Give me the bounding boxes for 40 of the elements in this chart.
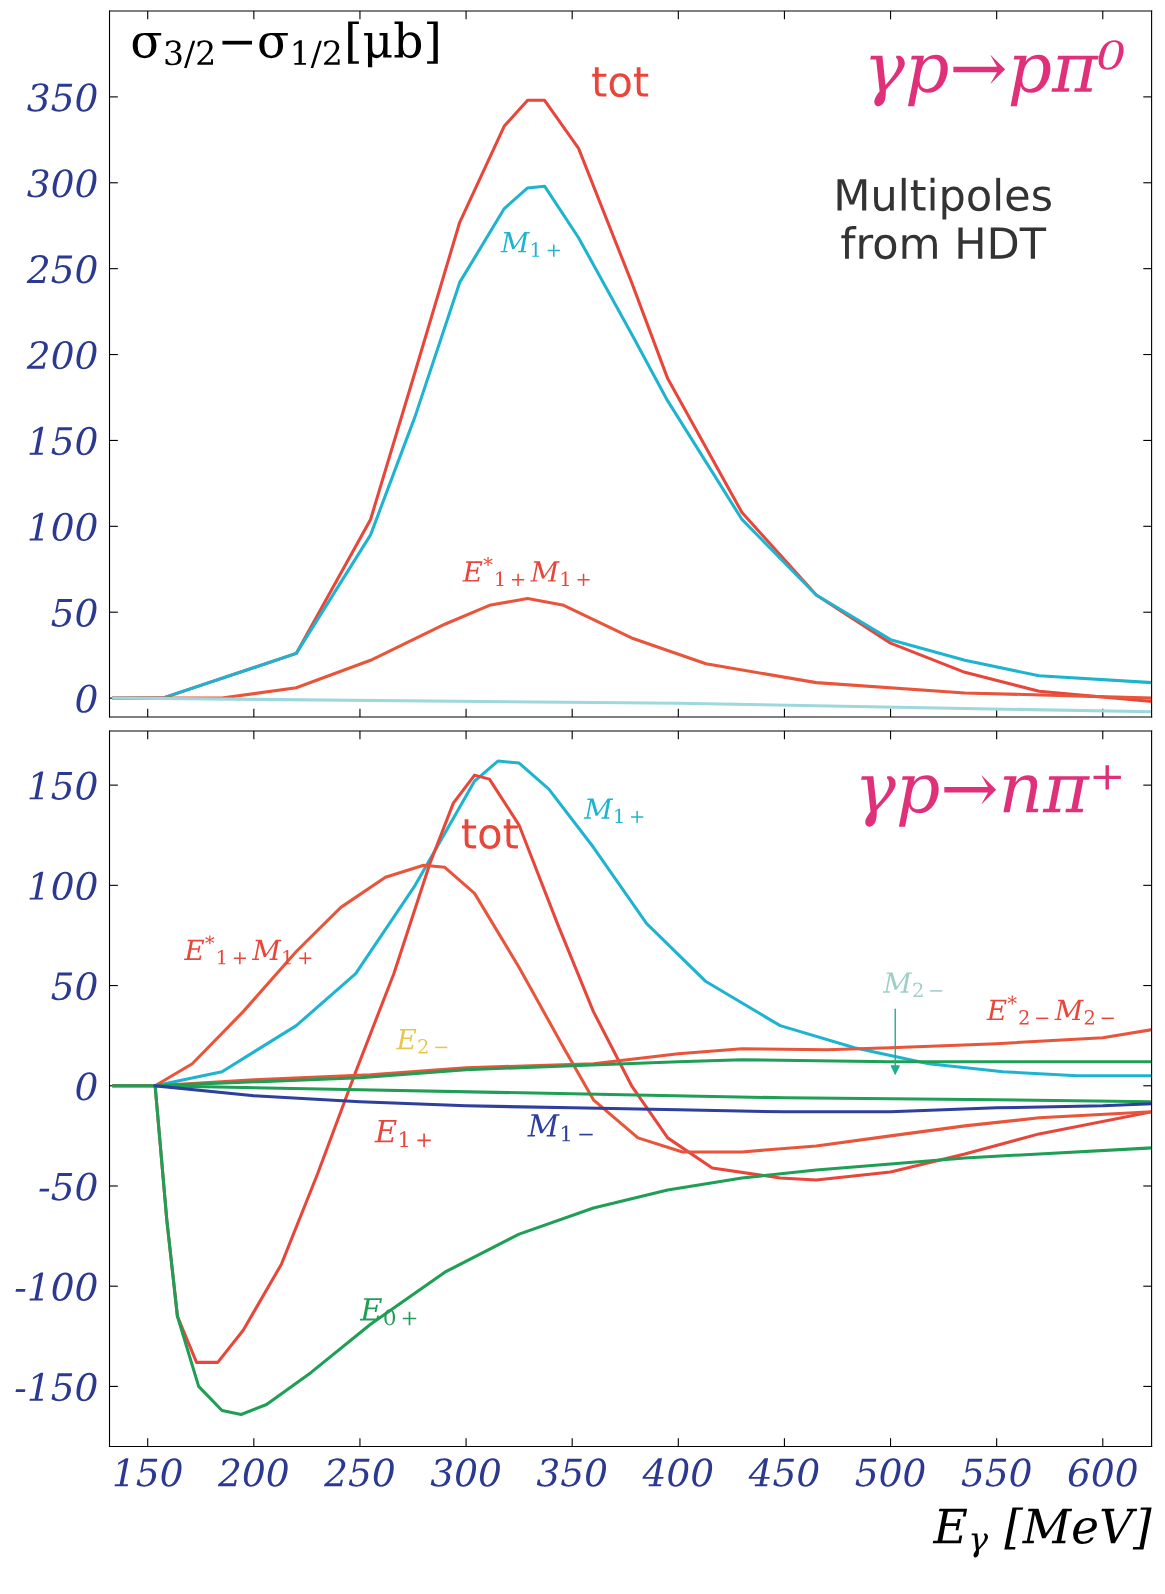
chart-title: γp→nπ⁺ <box>861 765 1121 827</box>
chart-title: γp→pπ⁰ <box>870 40 1124 107</box>
annotation: M$_{2−}$ <box>882 972 943 997</box>
y-tick-label: 300 <box>27 169 97 198</box>
y-tick-label: -50 <box>39 1172 97 1201</box>
annotation: E$_{1+}$ <box>374 1119 431 1148</box>
annotation: M$_{1−}$ <box>527 1114 593 1142</box>
y-tick-label: 0 <box>76 684 97 713</box>
x-tick-label: 200 <box>217 1458 288 1487</box>
y-tick-label: 150 <box>29 771 97 800</box>
x-tick-label: 150 <box>114 1458 182 1487</box>
y-tick-label: 100 <box>29 512 97 542</box>
y-tick-label: 50 <box>51 971 97 1001</box>
y-tick-label: -100 <box>15 1272 97 1301</box>
x-tick-label: 300 <box>430 1458 500 1487</box>
annotation: E$_{2−}$ <box>396 1028 448 1054</box>
annotation: tot <box>592 67 649 98</box>
y-tick-label: -150 <box>15 1372 97 1402</box>
x-tick-label: 500 <box>855 1458 925 1487</box>
y-tick-label: 0 <box>76 1072 97 1101</box>
annotation: E$^{*}$$_{1+}$M$_{1+}$ <box>462 557 590 586</box>
y-tick-label: 200 <box>26 340 97 370</box>
x-tick-label: 400 <box>642 1458 713 1487</box>
y-axis-title: σ$_{3/2}$−σ$_{1/2}$[μb] <box>132 21 438 68</box>
annotation: Multipoles from HDT <box>837 177 1051 260</box>
y-tick-label: 150 <box>29 426 97 456</box>
annotation: M$_{1+}$ <box>500 232 560 257</box>
x-tick-label: 250 <box>324 1458 394 1487</box>
x-tick-label: 350 <box>536 1458 607 1487</box>
y-tick-label: 50 <box>51 598 97 627</box>
x-tick-label: 600 <box>1068 1458 1137 1487</box>
x-axis-title: E$_{γ}$ [MeV] <box>932 1507 1152 1558</box>
annotation: tot <box>461 819 518 849</box>
annotation: M$_{1+}$ <box>583 798 644 824</box>
y-tick-label: 350 <box>27 83 97 112</box>
x-tick-label: 450 <box>748 1458 819 1487</box>
x-tick-label: 550 <box>961 1458 1031 1487</box>
y-tick-label: 250 <box>26 255 97 284</box>
annotation: E$^{*}$$_{2−}$M$_{2−}$ <box>986 995 1114 1025</box>
y-tick-label: 100 <box>29 871 97 901</box>
